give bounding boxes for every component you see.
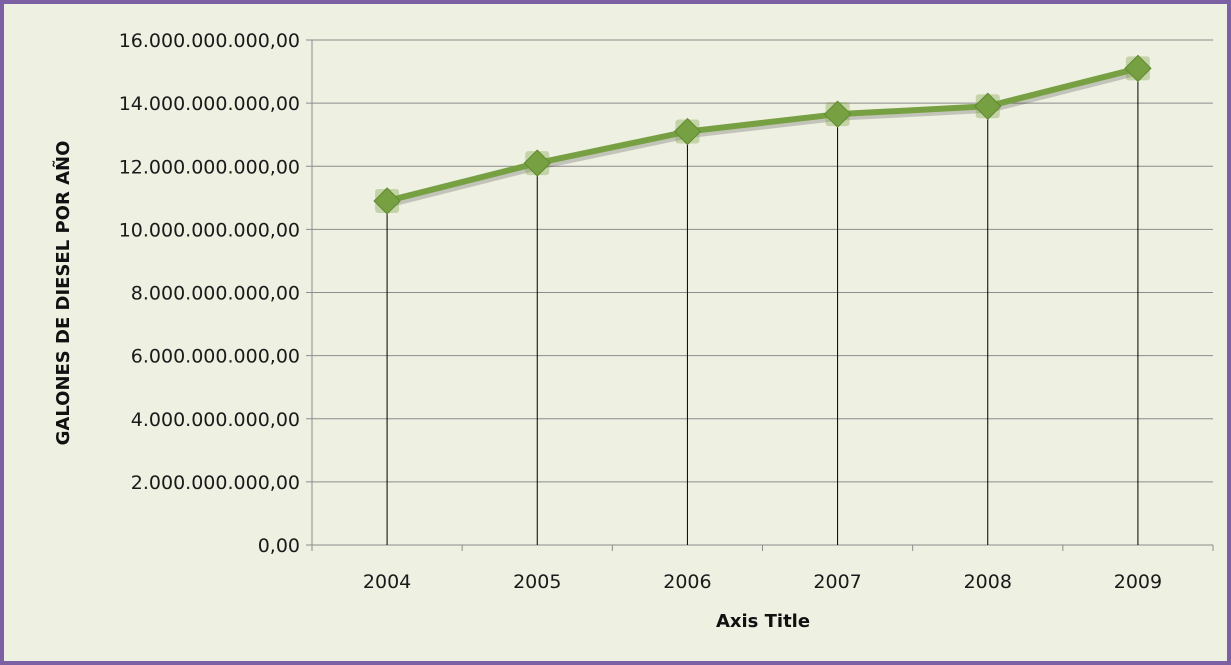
data-point (673, 117, 702, 146)
x-axis-title: Axis Title (716, 611, 810, 632)
data-point (523, 149, 551, 177)
y-tick-label: 12.000.000.000,00 (119, 156, 300, 178)
series-line-shadow (388, 68, 1141, 208)
y-tick-label: 14.000.000.000,00 (119, 93, 300, 115)
data-point (974, 92, 1002, 120)
y-tick-label: 10.000.000.000,00 (119, 219, 300, 241)
y-tick-label: 8.000.000.000,00 (131, 283, 300, 305)
y-axis-title: GALONES DE DIESEL POR AÑO (51, 141, 74, 446)
data-point (373, 187, 401, 215)
x-tick-label: 2008 (964, 571, 1012, 593)
y-tick-label: 4.000.000.000,00 (131, 409, 300, 431)
axes (306, 39, 1214, 551)
series-line (384, 65, 1141, 204)
series (373, 54, 1152, 215)
x-tick-label: 2004 (363, 571, 411, 593)
gridlines (312, 39, 1213, 483)
data-point (1124, 54, 1152, 83)
x-tick-label: 2009 (1114, 571, 1162, 593)
x-tick-label: 2007 (813, 571, 861, 593)
drop-lines (386, 68, 1139, 545)
y-tick-label: 16.000.000.000,00 (119, 30, 300, 52)
x-tick-label: 2005 (513, 571, 561, 593)
data-point (823, 100, 852, 128)
x-tick-labels: 2004 2005 2006 2007 2008 2009 (363, 571, 1162, 593)
y-tick-label: 2.000.000.000,00 (131, 472, 300, 494)
y-tick-label: 6.000.000.000,00 (131, 346, 300, 368)
y-tick-label: 0,00 (258, 535, 300, 557)
y-tick-labels: 0,00 2.000.000.000,00 4.000.000.000,00 6.00… (119, 30, 300, 557)
x-tick-label: 2006 (663, 571, 711, 593)
